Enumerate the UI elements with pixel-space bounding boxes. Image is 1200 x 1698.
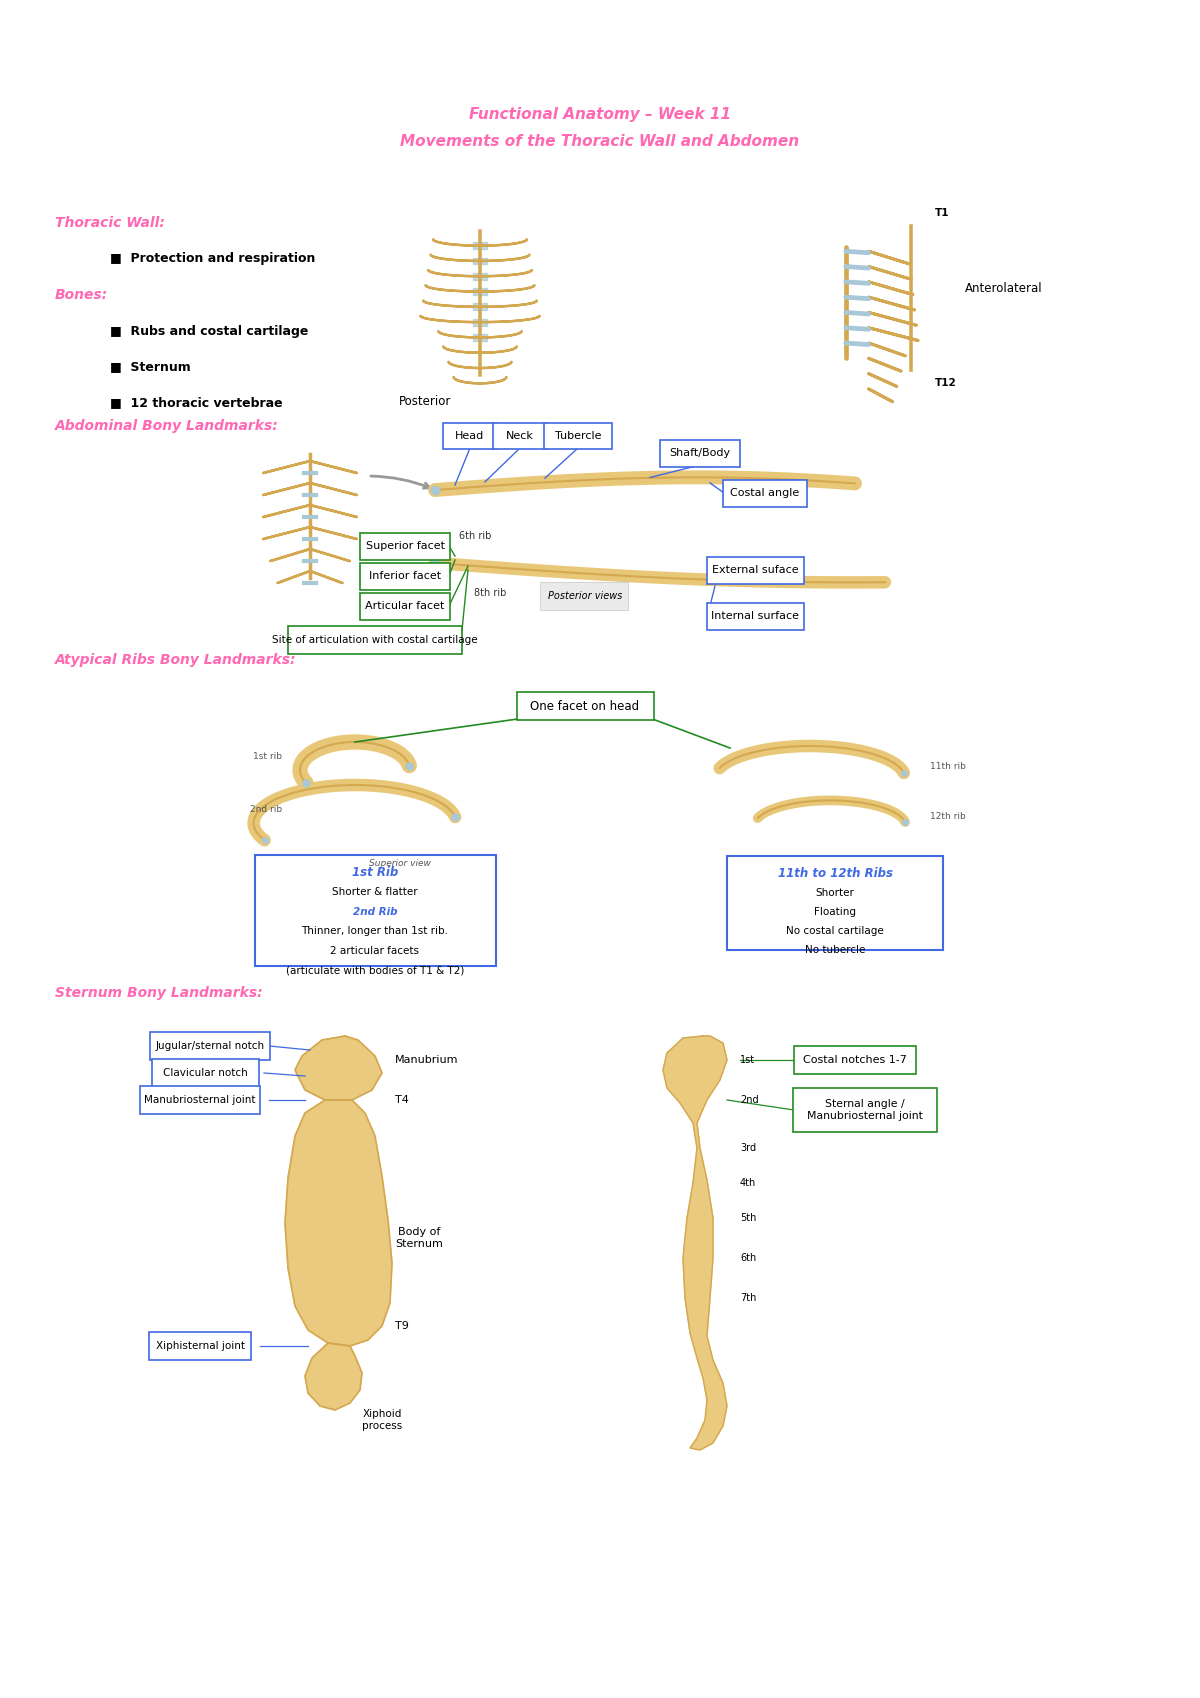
FancyBboxPatch shape [140, 1087, 260, 1114]
Text: Body of
Sternum: Body of Sternum [395, 1228, 443, 1248]
Text: Superior facet: Superior facet [366, 542, 444, 550]
FancyBboxPatch shape [516, 693, 654, 720]
Text: 3rd: 3rd [740, 1143, 756, 1153]
Text: Xiphoid
process: Xiphoid process [362, 1409, 402, 1431]
FancyBboxPatch shape [254, 854, 496, 966]
FancyBboxPatch shape [150, 1032, 270, 1060]
Text: No costal cartilage: No costal cartilage [786, 925, 884, 936]
Text: Functional Anatomy – Week 11: Functional Anatomy – Week 11 [469, 107, 731, 122]
Text: T9: T9 [395, 1321, 409, 1331]
Text: Bones:: Bones: [55, 289, 108, 302]
Text: Atypical Ribs Bony Landmarks:: Atypical Ribs Bony Landmarks: [55, 654, 296, 667]
Text: ■  12 thoracic vertebrae: ■ 12 thoracic vertebrae [110, 397, 283, 409]
Text: Thoracic Wall:: Thoracic Wall: [55, 216, 164, 229]
Text: Xiphisternal joint: Xiphisternal joint [156, 1341, 245, 1352]
Text: External su​face: External su​face [712, 565, 798, 576]
Text: Posterior views: Posterior views [548, 591, 622, 601]
Text: Sternum Bony Landmarks:: Sternum Bony Landmarks: [55, 987, 263, 1000]
Text: Anterolateral: Anterolateral [965, 282, 1043, 294]
Text: Neck: Neck [506, 431, 534, 441]
Polygon shape [305, 1343, 362, 1409]
Text: Articular facet: Articular facet [365, 601, 445, 611]
FancyBboxPatch shape [660, 440, 740, 467]
FancyBboxPatch shape [707, 603, 804, 630]
Text: T12: T12 [935, 379, 956, 389]
Text: Shorter: Shorter [816, 888, 854, 898]
Text: 1st Rib: 1st Rib [352, 866, 398, 878]
FancyBboxPatch shape [443, 423, 497, 448]
Text: 6th: 6th [740, 1253, 756, 1263]
Text: One facet on head: One facet on head [530, 700, 640, 713]
Text: Movements of the Thoracic Wall and Abdomen: Movements of the Thoracic Wall and Abdom… [401, 134, 799, 148]
Text: Shorter & flatter: Shorter & flatter [332, 886, 418, 897]
Text: ■  Protection and respiration: ■ Protection and respiration [110, 251, 316, 265]
Text: Thinner, longer than 1st rib.: Thinner, longer than 1st rib. [301, 925, 449, 936]
Text: T1: T1 [935, 207, 949, 217]
Text: Costal notches 1-7: Costal notches 1-7 [803, 1054, 907, 1065]
Text: Floating: Floating [814, 907, 856, 917]
Text: Clavicular notch: Clavicular notch [163, 1068, 247, 1078]
FancyBboxPatch shape [288, 627, 462, 654]
Text: 11th rib: 11th rib [930, 761, 966, 771]
FancyBboxPatch shape [360, 593, 450, 620]
Text: 1st rib: 1st rib [253, 752, 282, 761]
Text: ■  Sternum: ■ Sternum [110, 360, 191, 374]
Text: T4: T4 [395, 1095, 409, 1105]
FancyBboxPatch shape [360, 562, 450, 589]
Text: 11th to 12th Ribs: 11th to 12th Ribs [778, 866, 893, 880]
Text: 2nd: 2nd [740, 1095, 758, 1105]
FancyBboxPatch shape [707, 557, 804, 584]
Text: Costal angle: Costal angle [731, 487, 799, 498]
Text: Manubrium: Manubrium [395, 1054, 458, 1065]
Text: Manubriosternal joint: Manubriosternal joint [144, 1095, 256, 1105]
Text: 2 articular facets: 2 articular facets [330, 946, 420, 956]
Text: Abdominal Bony Landmarks:: Abdominal Bony Landmarks: [55, 419, 278, 433]
Text: 5th: 5th [740, 1212, 756, 1223]
Text: 7th: 7th [740, 1292, 756, 1302]
Text: Internal surface: Internal surface [710, 611, 799, 621]
Text: Inferior facet: Inferior facet [368, 571, 442, 581]
Text: (articulate with bodies of T1 & T2): (articulate with bodies of T1 & T2) [286, 964, 464, 975]
Bar [540, 582, 628, 610]
Text: 1st: 1st [740, 1054, 755, 1065]
Text: ■  Rubs and costal cartilage: ■ Rubs and costal cartilage [110, 324, 308, 338]
Text: 12th rib: 12th rib [930, 812, 966, 820]
Text: Tubercle: Tubercle [554, 431, 601, 441]
Text: Site of articulation with costal cartilage: Site of articulation with costal cartila… [272, 635, 478, 645]
FancyBboxPatch shape [149, 1331, 251, 1360]
Polygon shape [286, 1100, 392, 1347]
Polygon shape [295, 1036, 382, 1100]
Text: 4th: 4th [740, 1178, 756, 1189]
FancyBboxPatch shape [544, 423, 612, 448]
Text: Superior view: Superior view [370, 859, 431, 868]
Text: No tubercle: No tubercle [805, 946, 865, 954]
FancyBboxPatch shape [794, 1046, 916, 1075]
Text: Jugular/sternal notch: Jugular/sternal notch [156, 1041, 264, 1051]
Text: 2nd rib: 2nd rib [250, 805, 282, 815]
Text: Sternal angle /
Manubriosternal joint: Sternal angle / Manubriosternal joint [808, 1099, 923, 1121]
Polygon shape [662, 1036, 727, 1450]
FancyBboxPatch shape [793, 1088, 937, 1133]
Text: Posterior: Posterior [398, 396, 451, 408]
Text: Head: Head [455, 431, 485, 441]
FancyBboxPatch shape [360, 533, 450, 560]
Text: 8th rib: 8th rib [474, 588, 506, 598]
Text: 2nd Rib: 2nd Rib [353, 907, 397, 917]
FancyBboxPatch shape [493, 423, 547, 448]
Text: Shaft/Body: Shaft/Body [670, 448, 731, 458]
Text: 6th rib: 6th rib [458, 531, 491, 542]
FancyBboxPatch shape [722, 479, 808, 506]
FancyBboxPatch shape [151, 1060, 258, 1087]
FancyBboxPatch shape [727, 856, 943, 949]
